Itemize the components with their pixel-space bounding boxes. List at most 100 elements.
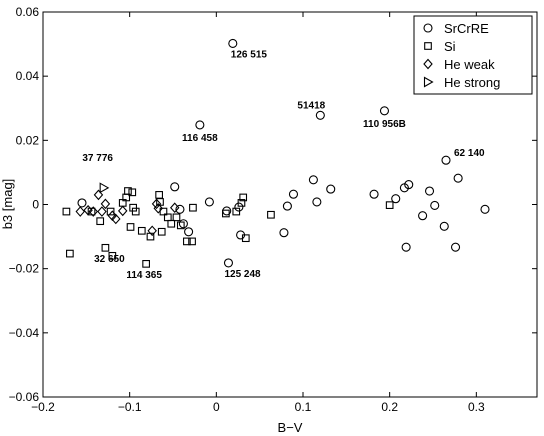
data-point [369, 189, 379, 199]
data-point [282, 201, 292, 211]
data-point [99, 182, 110, 194]
annotation-label: 32 650 [94, 254, 125, 265]
data-point [418, 211, 428, 221]
data-point [75, 206, 86, 217]
annotation-label: 114 365 [126, 270, 162, 281]
annotation-label: 126 515 [231, 49, 268, 60]
data-point [151, 198, 162, 210]
data-point [430, 200, 440, 211]
y-tick-label: −0.04 [9, 326, 40, 340]
data-point [401, 242, 411, 252]
data-point [222, 209, 230, 218]
data-point [167, 219, 176, 228]
data-point [157, 227, 166, 236]
data-point [77, 198, 87, 208]
data-point [379, 106, 390, 116]
legend-label: Si [444, 39, 456, 54]
data-points [62, 38, 490, 268]
annotation-label: 125 248 [224, 269, 261, 280]
data-point [93, 189, 104, 201]
legend-label: He strong [444, 75, 500, 90]
data-point [169, 202, 180, 214]
legend-label: SrCrRE [444, 21, 489, 36]
data-point [108, 251, 117, 260]
data-point [142, 260, 150, 268]
y-tick-label: 0.02 [16, 133, 40, 147]
star-annotations: 126 515 116 458 51418 110 956B 62 140 37 776 3… [82, 49, 485, 280]
data-point [97, 206, 107, 217]
y-tick-label: 0.04 [16, 69, 40, 83]
data-point [96, 217, 105, 226]
data-point [480, 204, 490, 214]
series-he-strong [99, 182, 110, 194]
data-point [312, 197, 322, 207]
legend-marker [423, 76, 434, 88]
data-point [228, 38, 238, 48]
data-point [279, 228, 289, 238]
data-point [101, 243, 110, 252]
data-point [184, 227, 194, 237]
data-point [88, 206, 99, 217]
data-point [424, 186, 435, 196]
annotation-label: 116 458 [182, 133, 218, 144]
data-point [441, 155, 451, 165]
data-point [137, 226, 146, 235]
data-point [232, 207, 241, 216]
data-point [223, 258, 234, 268]
data-point [239, 193, 248, 202]
x-tick-label: −0.2 [31, 400, 55, 414]
y-tick-label: 0.06 [16, 5, 40, 19]
data-point [159, 207, 168, 216]
data-point [404, 180, 414, 190]
data-point [204, 197, 214, 207]
data-point [178, 219, 188, 229]
x-axis-label: B−V [278, 420, 303, 435]
data-point [124, 187, 132, 195]
data-point [326, 184, 336, 194]
data-point [439, 221, 449, 231]
annotation-label: 37 776 [82, 153, 113, 164]
x-tick-label: 0.1 [295, 400, 312, 414]
annotation-label: 51418 [297, 100, 325, 111]
data-point [155, 191, 163, 199]
x-tick-label: 0.3 [468, 400, 485, 414]
annotation-label: 62 140 [454, 148, 485, 159]
annotation-label: 110 956B [363, 119, 406, 130]
y-tick-label: −0.06 [9, 390, 40, 404]
data-point [267, 210, 275, 219]
data-point [111, 213, 121, 225]
data-point [453, 173, 463, 183]
data-point [172, 213, 181, 222]
data-point [288, 189, 299, 199]
data-point [315, 110, 325, 120]
data-point [450, 242, 461, 252]
series-si [62, 187, 394, 268]
x-tick-label: 0 [213, 400, 220, 414]
x-tick-label: 0.2 [381, 400, 398, 414]
data-point [131, 207, 140, 216]
data-point [147, 225, 157, 237]
series-he-weak [75, 189, 180, 237]
data-point [385, 201, 394, 209]
data-point [62, 207, 71, 216]
data-point [170, 182, 180, 192]
legend-label: He weak [444, 57, 495, 72]
legend-marker [423, 58, 433, 70]
data-point [176, 221, 185, 230]
data-point [391, 194, 401, 204]
data-point [153, 203, 164, 214]
data-point [128, 188, 137, 197]
data-point [234, 202, 244, 212]
data-point [188, 237, 196, 246]
data-point [189, 203, 197, 212]
series-srcrre [77, 38, 490, 268]
legend-marker [423, 23, 433, 33]
y-axis-label: b3 [mag] [0, 179, 15, 230]
axis-ticks: −0.2 −0.1 0 0.1 0.2 0.3 −0.06 −0.04 −0.02 0 0.02 0.… [9, 5, 537, 414]
data-point [183, 237, 191, 246]
y-tick-label: 0 [32, 198, 39, 212]
data-point [100, 198, 111, 210]
data-point [117, 205, 128, 217]
data-point [195, 120, 205, 130]
